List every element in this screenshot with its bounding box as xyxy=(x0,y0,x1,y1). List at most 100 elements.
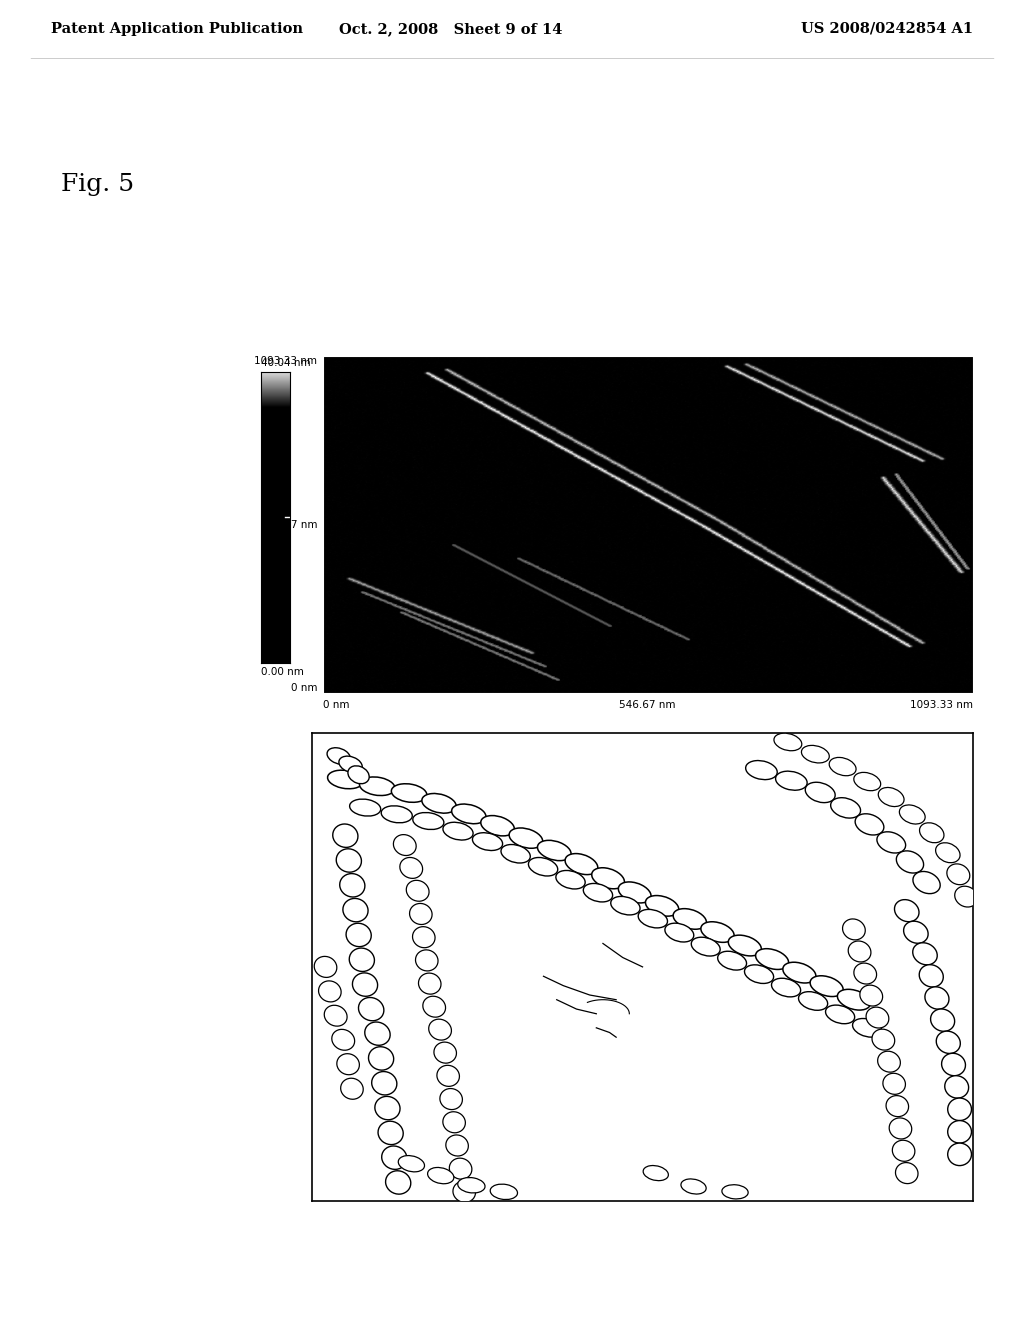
Ellipse shape xyxy=(722,1185,749,1199)
Ellipse shape xyxy=(877,832,905,853)
Ellipse shape xyxy=(349,948,375,972)
Ellipse shape xyxy=(434,1041,457,1063)
Ellipse shape xyxy=(341,1078,364,1100)
Ellipse shape xyxy=(413,813,443,829)
Ellipse shape xyxy=(428,1167,454,1184)
Ellipse shape xyxy=(925,987,949,1010)
Ellipse shape xyxy=(830,797,860,818)
Ellipse shape xyxy=(440,1089,463,1110)
Ellipse shape xyxy=(945,1076,969,1098)
Ellipse shape xyxy=(860,985,883,1006)
Ellipse shape xyxy=(349,799,381,816)
Ellipse shape xyxy=(848,941,871,962)
Ellipse shape xyxy=(718,952,746,970)
Ellipse shape xyxy=(352,973,378,997)
Ellipse shape xyxy=(445,1135,468,1156)
Ellipse shape xyxy=(419,973,441,994)
Ellipse shape xyxy=(774,733,802,751)
Ellipse shape xyxy=(314,957,337,977)
Ellipse shape xyxy=(903,921,928,944)
Ellipse shape xyxy=(386,1171,411,1195)
Ellipse shape xyxy=(413,927,435,948)
Ellipse shape xyxy=(453,1181,475,1203)
Ellipse shape xyxy=(340,874,365,898)
Ellipse shape xyxy=(899,805,925,824)
Ellipse shape xyxy=(369,1047,393,1071)
Ellipse shape xyxy=(381,805,413,822)
Ellipse shape xyxy=(920,965,943,987)
Text: Oct. 2, 2008   Sheet 9 of 14: Oct. 2, 2008 Sheet 9 of 14 xyxy=(339,22,562,36)
Ellipse shape xyxy=(429,1019,452,1040)
Ellipse shape xyxy=(339,756,362,772)
Text: 546.67 nm: 546.67 nm xyxy=(620,700,676,710)
Ellipse shape xyxy=(745,760,777,780)
Ellipse shape xyxy=(912,942,937,965)
Ellipse shape xyxy=(947,1098,972,1121)
Text: 1093.33 nm: 1093.33 nm xyxy=(254,356,317,367)
Ellipse shape xyxy=(799,991,827,1010)
Ellipse shape xyxy=(452,804,486,824)
Ellipse shape xyxy=(328,770,364,789)
Ellipse shape xyxy=(358,998,384,1020)
Ellipse shape xyxy=(333,824,358,847)
Ellipse shape xyxy=(843,919,865,940)
Ellipse shape xyxy=(556,870,585,888)
Ellipse shape xyxy=(509,828,543,849)
Ellipse shape xyxy=(423,997,445,1018)
Text: 0 nm: 0 nm xyxy=(291,682,317,693)
Ellipse shape xyxy=(501,845,530,863)
Ellipse shape xyxy=(838,989,870,1010)
Ellipse shape xyxy=(365,1022,390,1045)
Ellipse shape xyxy=(782,962,816,983)
Ellipse shape xyxy=(393,834,416,855)
Ellipse shape xyxy=(437,1065,460,1086)
Ellipse shape xyxy=(391,784,427,803)
Ellipse shape xyxy=(691,937,720,956)
Ellipse shape xyxy=(375,1097,400,1119)
Ellipse shape xyxy=(382,1146,407,1170)
Text: US 2008/0242854 A1: US 2008/0242854 A1 xyxy=(801,22,973,36)
Ellipse shape xyxy=(866,1007,889,1028)
Ellipse shape xyxy=(936,842,961,863)
Ellipse shape xyxy=(398,1155,425,1172)
Ellipse shape xyxy=(810,975,843,997)
Ellipse shape xyxy=(775,771,807,791)
Ellipse shape xyxy=(416,950,438,972)
Ellipse shape xyxy=(332,1030,354,1051)
Ellipse shape xyxy=(565,854,598,875)
Ellipse shape xyxy=(337,1053,359,1074)
Ellipse shape xyxy=(942,1053,966,1076)
Ellipse shape xyxy=(610,896,640,915)
Ellipse shape xyxy=(825,1005,855,1024)
Ellipse shape xyxy=(343,899,368,921)
Ellipse shape xyxy=(855,813,884,836)
Ellipse shape xyxy=(645,895,679,916)
Ellipse shape xyxy=(895,1163,919,1184)
Ellipse shape xyxy=(895,900,919,921)
Ellipse shape xyxy=(410,903,432,924)
Ellipse shape xyxy=(638,909,668,928)
Ellipse shape xyxy=(450,1158,472,1179)
Ellipse shape xyxy=(931,1008,954,1031)
Ellipse shape xyxy=(853,1019,882,1038)
Ellipse shape xyxy=(407,880,429,902)
Ellipse shape xyxy=(372,1072,397,1096)
Ellipse shape xyxy=(854,772,881,791)
Ellipse shape xyxy=(744,965,774,983)
Ellipse shape xyxy=(829,758,856,776)
Ellipse shape xyxy=(883,1073,905,1094)
Ellipse shape xyxy=(802,746,829,763)
Ellipse shape xyxy=(346,923,372,946)
Ellipse shape xyxy=(472,833,503,850)
Ellipse shape xyxy=(584,883,612,902)
Ellipse shape xyxy=(805,783,836,803)
Ellipse shape xyxy=(756,949,788,969)
Ellipse shape xyxy=(872,1030,895,1051)
Ellipse shape xyxy=(920,822,944,842)
Text: Patent Application Publication: Patent Application Publication xyxy=(51,22,303,36)
Ellipse shape xyxy=(442,1111,465,1133)
Ellipse shape xyxy=(538,841,571,861)
Ellipse shape xyxy=(528,858,558,876)
Ellipse shape xyxy=(913,871,940,894)
Ellipse shape xyxy=(592,867,625,888)
